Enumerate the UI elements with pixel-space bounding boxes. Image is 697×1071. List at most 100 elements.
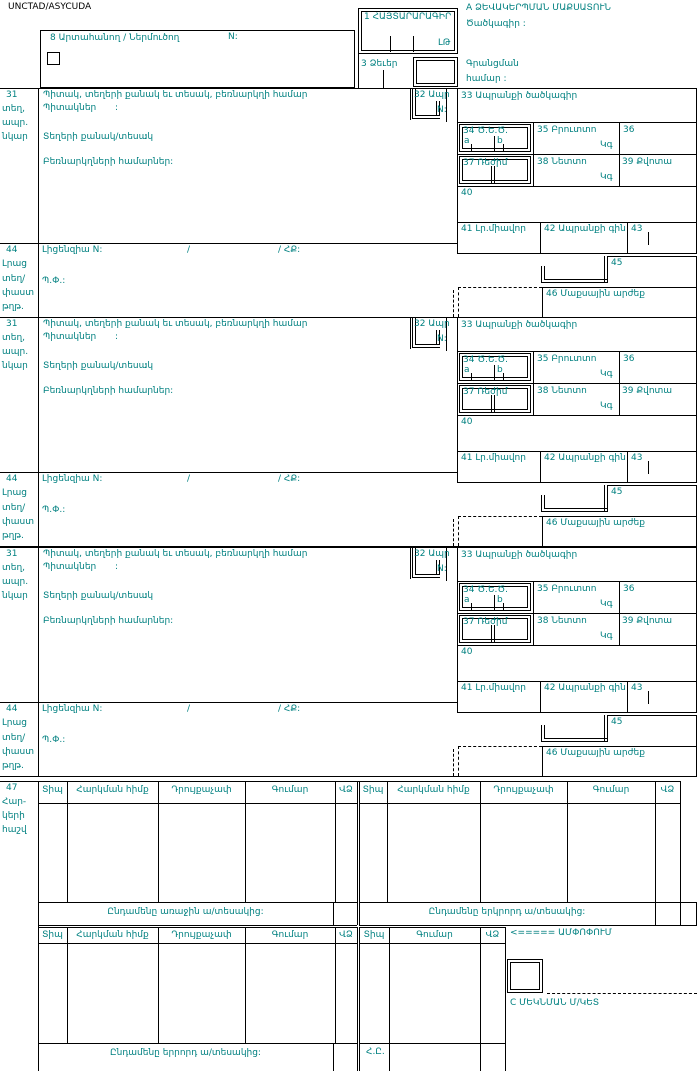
registration-label-2: համար :	[466, 74, 507, 84]
box32-n-label: N:	[437, 105, 447, 115]
border	[627, 681, 628, 712]
tax-col-base: Հարկման հիմք	[76, 930, 149, 940]
box35-label: 35 Բրուտտո	[537, 584, 597, 594]
border	[0, 776, 697, 777]
containers-label: Բեռնարկղների համարներ:	[43, 386, 174, 396]
border	[38, 88, 39, 317]
border	[619, 122, 620, 186]
box8-checkbox[interactable]	[47, 52, 60, 65]
tax-col-type: Տիպ	[362, 785, 384, 795]
border	[471, 603, 472, 611]
box37-procedure-field	[459, 385, 531, 413]
border	[607, 485, 697, 486]
tax-col-rate: Դրույքաչափ	[171, 930, 232, 940]
tax-col-rate: Դրույքաչափ	[171, 785, 232, 795]
border	[457, 451, 697, 452]
border	[359, 781, 360, 925]
office-title: A ՁԵՎԱԿԵՐՊՄԱՆ ՄԱՔՍԱՏՈՒՆ	[466, 3, 611, 13]
marks-colon: :	[115, 562, 119, 572]
border	[359, 927, 505, 928]
box44-side-label: փաստ	[2, 517, 34, 527]
box38-label: 38 Նետտո	[537, 616, 587, 626]
box45-label: 45	[611, 487, 623, 497]
border	[410, 317, 411, 349]
tax-col-amount: Գումար	[271, 785, 309, 795]
item-number-field	[412, 88, 440, 119]
box34-origin-field	[459, 353, 531, 381]
box44-side-label: տեղ/	[2, 733, 26, 743]
border	[38, 781, 39, 1071]
border	[680, 781, 681, 925]
box43-label: 43	[631, 224, 643, 234]
border	[457, 645, 697, 646]
tax-col-mp: ՎՁ	[660, 785, 675, 795]
box8-exporter	[40, 30, 355, 88]
border	[648, 691, 649, 704]
border	[540, 222, 541, 253]
box34-origin-field	[459, 124, 531, 152]
border	[359, 1043, 505, 1044]
box3-tick	[383, 70, 384, 88]
box8-label: 8 Արտահանող / Ներմուծող	[50, 33, 180, 43]
box32-label: 32 Ապր	[414, 549, 450, 559]
border	[494, 595, 495, 611]
box1-code: ԼԹ	[438, 38, 451, 48]
box3-field	[413, 57, 458, 87]
box1-declaration	[358, 8, 458, 54]
box33-label: 33 Ապրանքի ծածկագիր	[461, 320, 578, 330]
box31-side-label: նկար	[2, 591, 28, 601]
box34-b-label: b	[497, 595, 503, 605]
border	[503, 373, 504, 381]
box31-side-label: տեղ,	[2, 563, 26, 573]
border	[457, 88, 458, 253]
box39-label: 39 Քվոտա	[622, 616, 673, 626]
packages-qty-label: Տեղերի քանակ/տեսակ	[43, 361, 154, 371]
box8-n-label: N:	[228, 32, 238, 42]
border	[38, 547, 39, 776]
border	[542, 287, 697, 288]
box37-label: 37 Ռեժիմ	[463, 617, 508, 627]
border	[503, 603, 504, 611]
taxes-section: 47 Հար- կերի հաշվ Տիպ Հարկման հիմք Դրույ…	[0, 781, 697, 1071]
border	[158, 781, 159, 902]
border	[491, 166, 495, 183]
tax-col-type: Տիպ	[42, 785, 63, 795]
box34-b-label: b	[497, 136, 503, 146]
border	[446, 317, 447, 351]
border	[245, 927, 246, 1043]
box37-procedure-field	[459, 615, 531, 643]
border	[0, 702, 457, 703]
border	[533, 581, 534, 645]
box44-side-label: Լրաց	[2, 718, 27, 728]
border	[0, 88, 697, 89]
border	[38, 803, 357, 804]
dashed-line	[458, 287, 459, 317]
tax-col-amount: Գումար	[271, 930, 309, 940]
border	[457, 383, 697, 384]
border	[542, 746, 543, 776]
dashed-line	[458, 746, 459, 776]
border	[627, 222, 628, 253]
box47-side-label: Հար-	[2, 797, 27, 807]
border	[480, 927, 481, 1071]
border	[503, 144, 504, 152]
border	[410, 547, 411, 579]
license-label: Լիցենզիա N:	[42, 474, 103, 484]
border	[410, 88, 411, 120]
box37-procedure-field	[459, 156, 531, 184]
border	[38, 927, 357, 928]
summary-col-mp: ՎՁ	[485, 930, 500, 940]
box41-label: 41 Լր.միավոր	[461, 224, 526, 234]
dashed-line	[458, 516, 459, 546]
box34-origin-field	[459, 583, 531, 611]
box32-n-label: N:	[437, 564, 447, 574]
border	[0, 243, 457, 244]
border	[359, 925, 697, 926]
box32-label: 32 Ապր	[414, 90, 450, 100]
summary-col-amount: Գումար	[416, 930, 453, 940]
box43-label: 43	[631, 453, 643, 463]
box44-side-label: տեղ/	[2, 274, 26, 284]
border	[457, 415, 697, 416]
border	[457, 351, 697, 352]
dashed-line	[458, 287, 542, 288]
